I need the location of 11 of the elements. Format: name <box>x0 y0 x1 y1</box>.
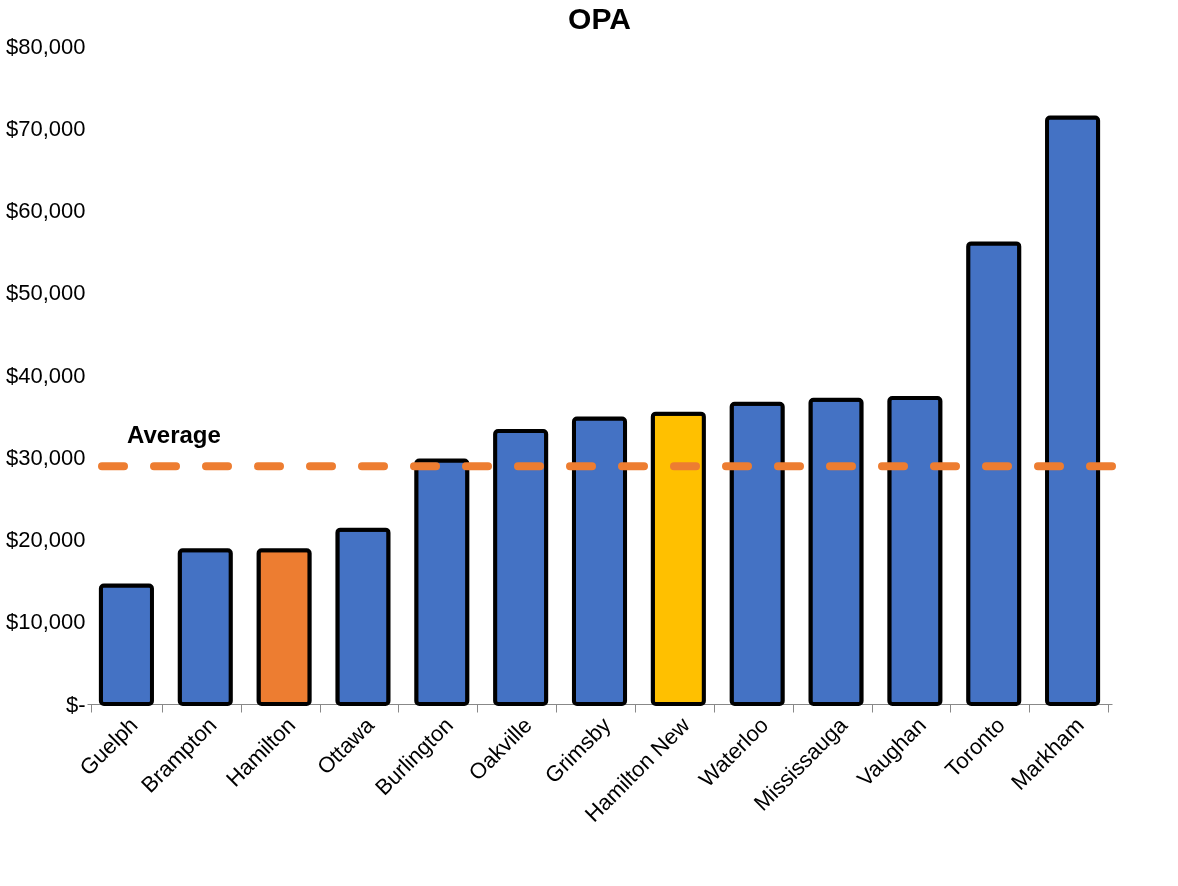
chart-title: OPA <box>568 2 631 35</box>
y-tick-label: $- <box>65 691 86 717</box>
y-tick-label: $30,000 <box>5 444 86 470</box>
y-tick-label: $60,000 <box>5 198 86 223</box>
y-tick-label: $50,000 <box>5 280 86 306</box>
y-tick-label: $40,000 <box>5 362 86 388</box>
ref-line-label: Average <box>127 421 221 449</box>
y-tick-label: $80,000 <box>5 33 86 59</box>
y-tick-label: $10,000 <box>5 609 86 635</box>
y-tick-label: $20,000 <box>5 527 86 552</box>
y-tick-label: $70,000 <box>5 115 86 141</box>
